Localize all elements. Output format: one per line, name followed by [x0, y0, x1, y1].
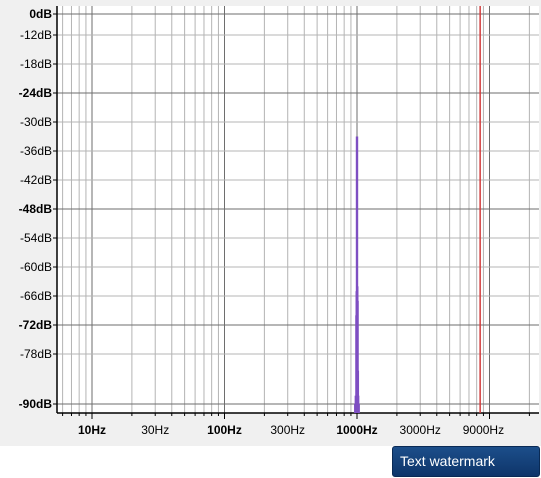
x-tick-label: 10Hz — [77, 423, 107, 437]
x-tick-label: 100Hz — [207, 423, 242, 437]
spectrum-analyzer-panel: 0dB -12dB -18dB -24dB -30dB -36dB -42dB -48dB -5… — [0, 0, 541, 446]
y-tick-label: -12dB — [19, 28, 52, 42]
spectrum-plot — [53, 6, 539, 419]
y-tick-label: -54dB — [19, 231, 52, 245]
text-watermark-button[interactable]: Text watermark — [392, 446, 540, 477]
y-tick-label: -30dB — [19, 115, 52, 129]
y-tick-label: -24dB — [18, 86, 52, 100]
y-tick-label: -42dB — [19, 173, 52, 187]
spectrum-bar — [356, 370, 360, 413]
y-tick-label: -90dB — [18, 397, 52, 411]
y-tick-label: 0dB — [29, 7, 52, 21]
y-tick-label: -36dB — [19, 144, 52, 158]
x-tick-label: 3000Hz — [399, 423, 441, 437]
spectrum-bar — [356, 300, 359, 413]
x-tick-label: 1000Hz — [336, 423, 378, 437]
y-tick-label: -78dB — [19, 347, 52, 361]
spectrum-bar — [355, 136, 359, 413]
y-tick-label: -18dB — [19, 57, 52, 71]
y-tick-label: -72dB — [18, 318, 52, 332]
spectrum-bar — [357, 404, 360, 413]
x-tick-label: 300Hz — [270, 423, 306, 437]
x-tick-label: 9000Hz — [462, 423, 505, 437]
y-tick-label: -48dB — [18, 202, 52, 216]
y-tick-label: -60dB — [19, 260, 52, 274]
y-tick-label: -66dB — [19, 289, 52, 303]
x-tick-label: 30Hz — [141, 423, 170, 437]
